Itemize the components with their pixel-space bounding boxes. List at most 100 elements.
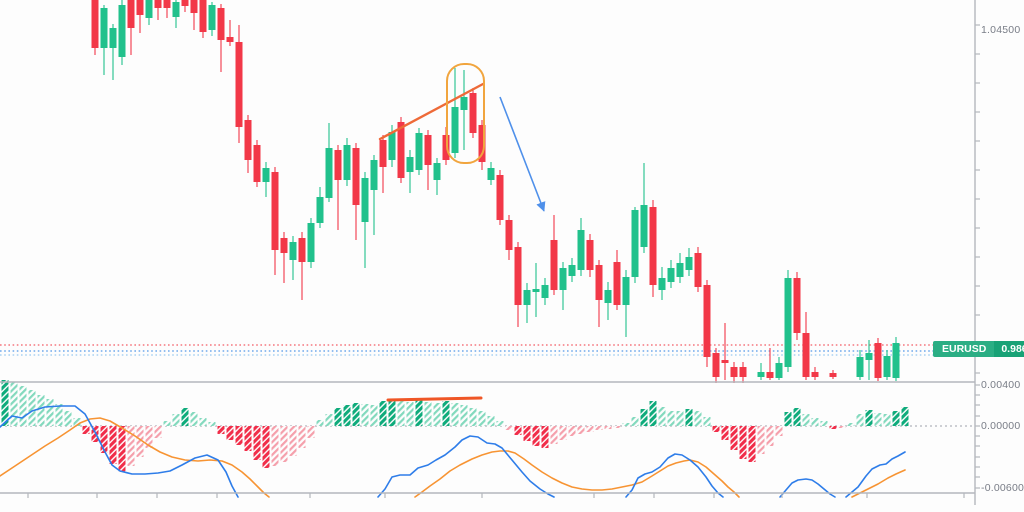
candle-body (226, 37, 234, 42)
indicator-axis-label-high: 0.00400 (981, 379, 1021, 391)
hist-bar (433, 403, 441, 426)
candle-body (640, 205, 648, 247)
hist-bar (262, 426, 270, 468)
candle-body (505, 220, 513, 250)
candle-body (298, 238, 306, 262)
trendline-annotation[interactable] (378, 82, 485, 141)
hist-bar (865, 410, 873, 426)
candle-body (514, 247, 522, 305)
candle-body (280, 238, 288, 253)
candle-body (172, 2, 180, 17)
hist-bar (334, 408, 342, 426)
candle-body (190, 0, 198, 13)
hist-bar (397, 401, 405, 426)
hist-bar (712, 426, 720, 432)
hist-bar (172, 414, 180, 426)
hist-bar (775, 426, 783, 436)
hist-bar (28, 390, 36, 426)
hist-bar (874, 413, 882, 426)
hist-bar (109, 426, 117, 464)
badge-price: 0.98605 (994, 341, 1024, 357)
candle-body (433, 163, 441, 180)
hist-bar (19, 386, 27, 426)
candle-body (334, 150, 342, 180)
alert-level-lines[interactable] (0, 344, 975, 356)
candle-body (622, 277, 630, 305)
hist-bar (388, 400, 396, 426)
hist-bar (181, 408, 189, 426)
candle-body (127, 0, 135, 28)
hist-bar (46, 399, 54, 426)
candle-body (694, 253, 702, 287)
hist-trendline-annotation[interactable] (386, 396, 483, 402)
hist-bar (235, 426, 243, 445)
candles-layer (91, 0, 900, 383)
highlight-ellipse-annotation[interactable] (446, 63, 485, 164)
indicator-axis-label-low: -0.00600 (981, 482, 1024, 494)
hist-bar (631, 417, 639, 426)
hist-bar (811, 418, 819, 426)
down-arrow-annotation[interactable] (499, 96, 546, 212)
candle-body (415, 133, 423, 170)
candle-body (91, 0, 99, 48)
hist-bar (820, 421, 828, 426)
candle-body (532, 289, 540, 292)
candle-body (487, 168, 495, 180)
hist-bar (289, 426, 297, 456)
candle-body (541, 285, 549, 298)
candle-body (388, 132, 396, 160)
candle-body (181, 0, 189, 6)
candle-body (325, 148, 333, 198)
hist-bar (82, 426, 90, 434)
hist-bar (298, 426, 306, 448)
hist-bar (244, 426, 252, 451)
candle-body (802, 333, 810, 377)
candle-body (577, 230, 585, 270)
hist-bar (1, 380, 9, 426)
candle-body (586, 240, 594, 270)
candle-body (496, 175, 504, 220)
hist-bar (280, 426, 288, 462)
candle-body (100, 8, 108, 48)
candle-body (370, 160, 378, 190)
hist-bar (451, 403, 459, 426)
candle-body (424, 135, 432, 165)
candle-body (253, 145, 261, 182)
hist-bar (568, 426, 576, 436)
axes (0, 0, 980, 505)
hist-bar (505, 426, 513, 430)
candle-body (523, 290, 531, 305)
candle-body (667, 268, 675, 282)
candle-body (136, 0, 144, 15)
candle-body (892, 343, 900, 378)
candle-body (811, 372, 819, 377)
hist-bar (271, 426, 279, 466)
hist-bar (316, 420, 324, 426)
hist-bar (748, 426, 756, 462)
hist-bar (460, 405, 468, 426)
candle-body (676, 263, 684, 277)
hist-bar (514, 426, 522, 435)
hist-bar (892, 411, 900, 426)
hist-bar (595, 426, 603, 430)
candle-body (712, 353, 720, 377)
indicator-axis-label-zero: 0.00000 (981, 420, 1021, 432)
hist-bar (64, 411, 72, 426)
hist-bar (487, 416, 495, 426)
hist-bar (847, 423, 855, 426)
candle-body (199, 0, 207, 32)
hist-bar (586, 426, 594, 432)
candle-body (316, 197, 324, 223)
hist-bar (154, 426, 162, 438)
hist-bar (379, 401, 387, 426)
hist-bar (190, 412, 198, 426)
candle-body (883, 356, 891, 377)
hist-bar (415, 400, 423, 426)
hist-bar (604, 426, 612, 429)
macd-line (0, 405, 906, 498)
hist-bar (577, 426, 585, 434)
candle-body (568, 265, 576, 276)
candle-body (775, 363, 783, 378)
